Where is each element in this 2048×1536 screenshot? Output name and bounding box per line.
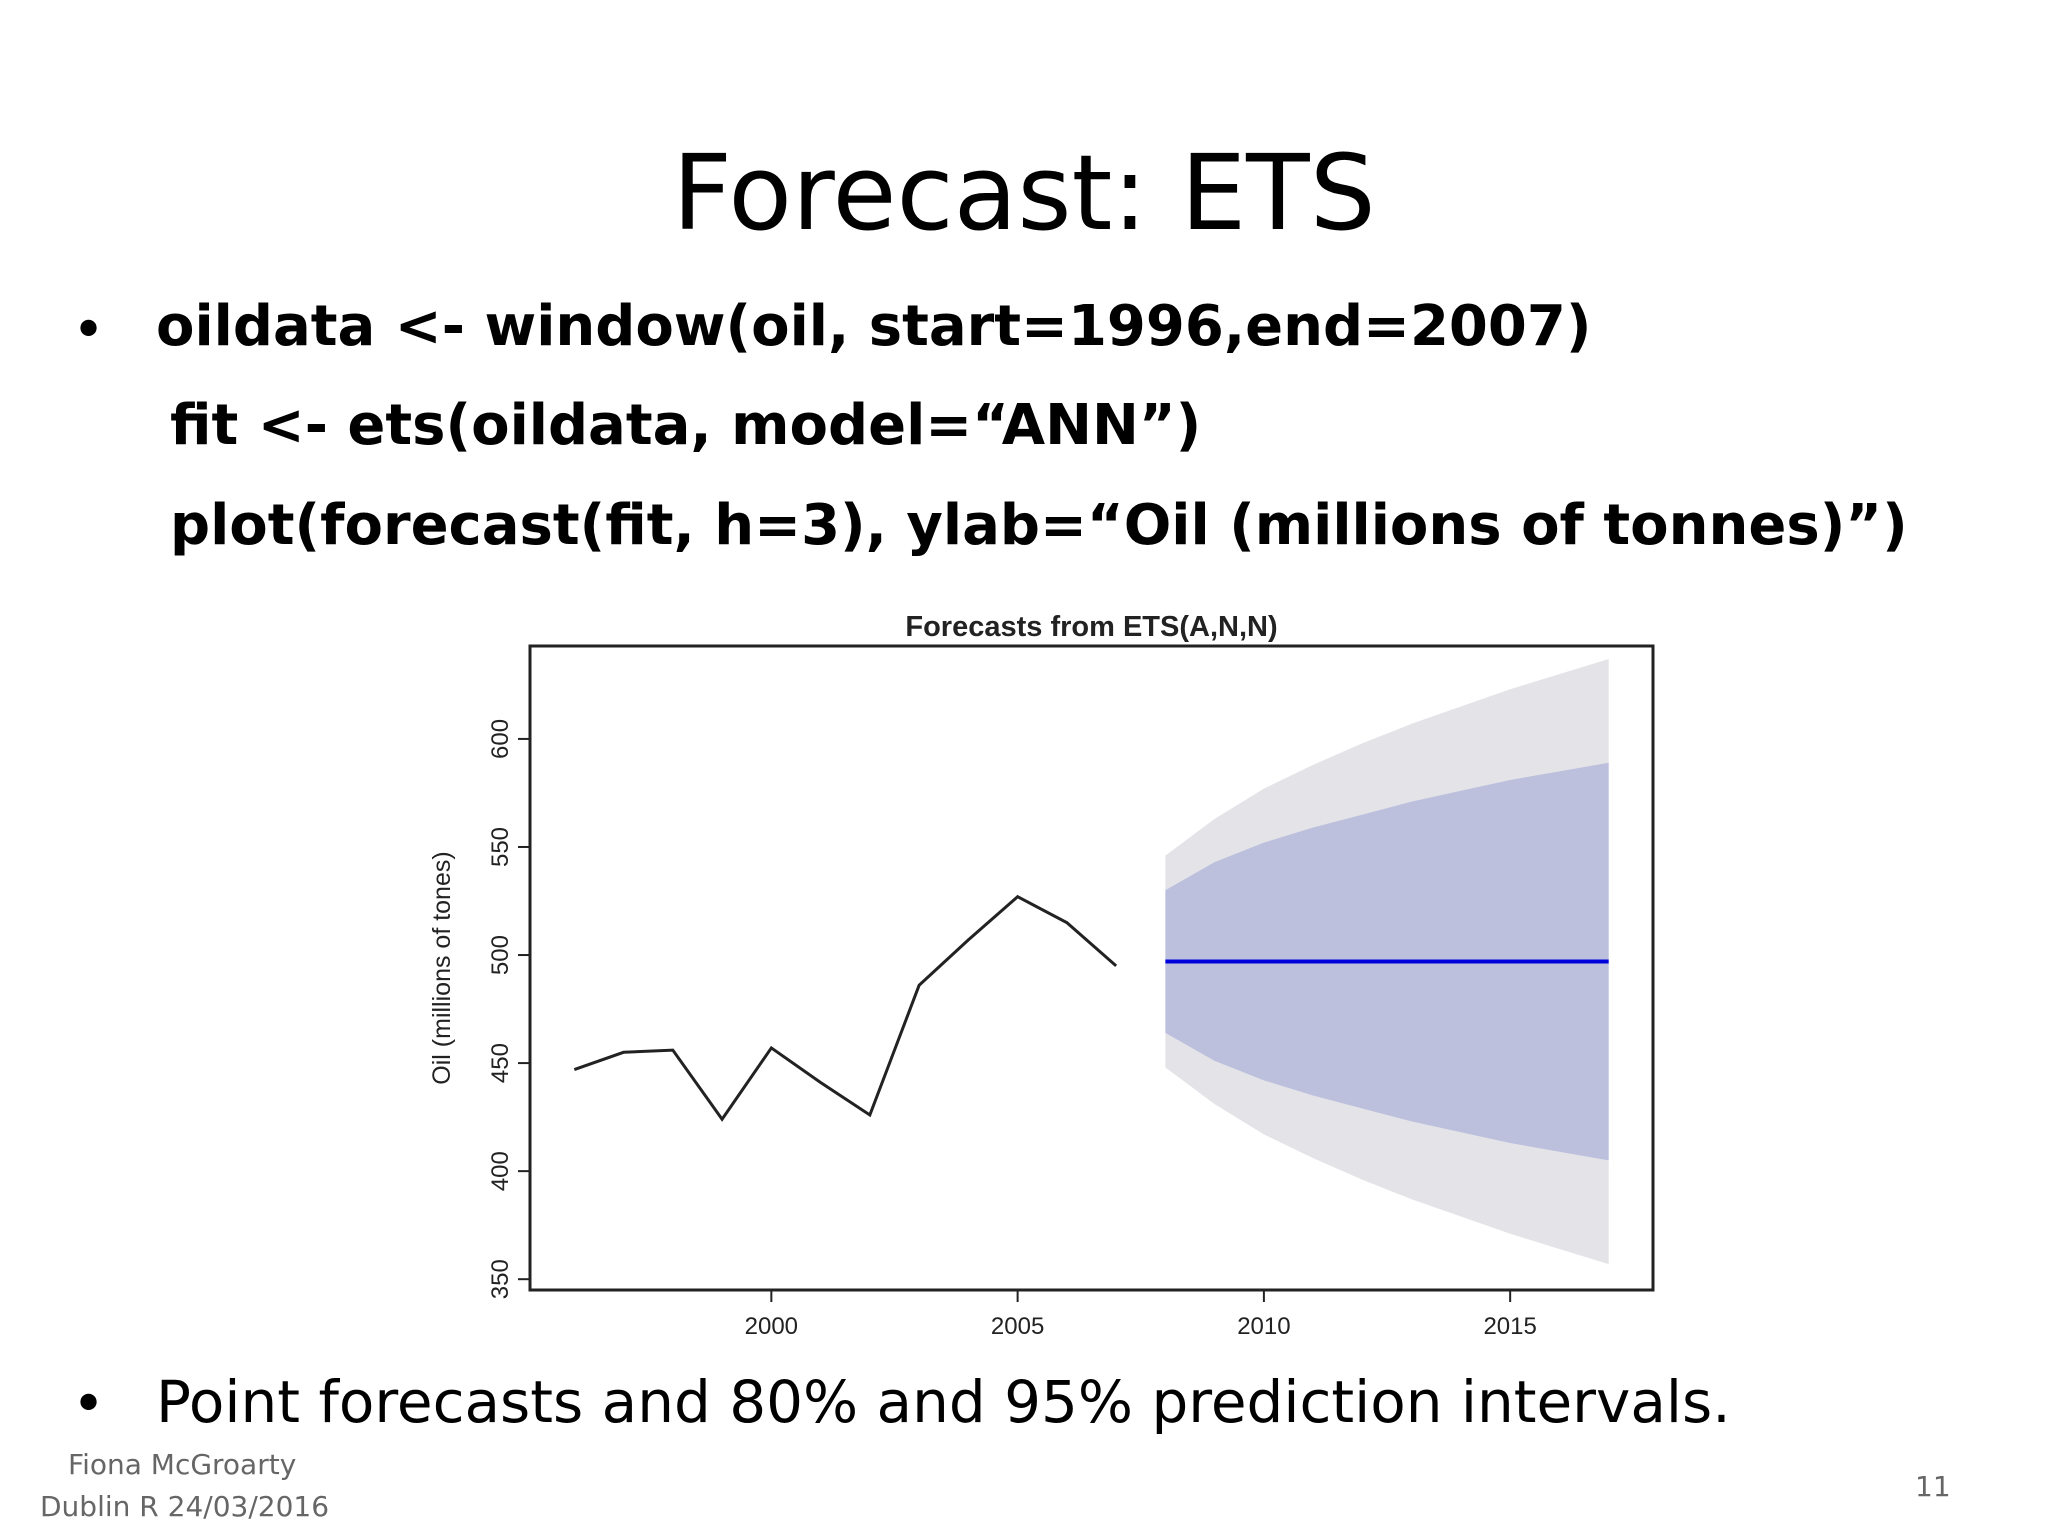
y-tick-label: 450 <box>487 1043 514 1083</box>
code-line-ets: fit <- ets(oildata, model=“ANN”) <box>170 393 1202 458</box>
bullet-marker: • <box>72 298 106 363</box>
bottom-bullet-text: Point forecasts and 80% and 95% predicti… <box>156 1368 1731 1436</box>
x-tick-label: 2010 <box>1237 1313 1290 1340</box>
slide-title: Forecast: ETS <box>672 132 1376 254</box>
bottom-bullet-marker: • <box>72 1372 106 1437</box>
x-tick-label: 2000 <box>745 1313 798 1340</box>
y-tick-label: 600 <box>487 719 514 759</box>
code-line-plot: plot(forecast(fit, h=3), ylab=“Oil (mill… <box>170 493 1908 558</box>
page-number: 11 <box>1915 1470 1951 1503</box>
y-tick-label: 350 <box>487 1259 514 1299</box>
history-line <box>573 894 1118 1122</box>
chart-title: Forecasts from ETS(A,N,N) <box>905 611 1277 643</box>
footer-event: Dublin R 24/03/2016 <box>40 1490 330 1523</box>
y-tick-label: 400 <box>487 1151 514 1191</box>
y-tick-label: 500 <box>487 935 514 975</box>
footer-author: Fiona McGroarty <box>68 1448 297 1481</box>
x-tick-label: 2015 <box>1483 1313 1536 1340</box>
x-tick-label: 2005 <box>991 1313 1044 1340</box>
y-tick-label: 550 <box>487 827 514 867</box>
code-line-window: oildata <- window(oil, start=1996,end=20… <box>156 294 1592 359</box>
chart-ylabel: Oil (millions of tones) <box>428 851 456 1084</box>
